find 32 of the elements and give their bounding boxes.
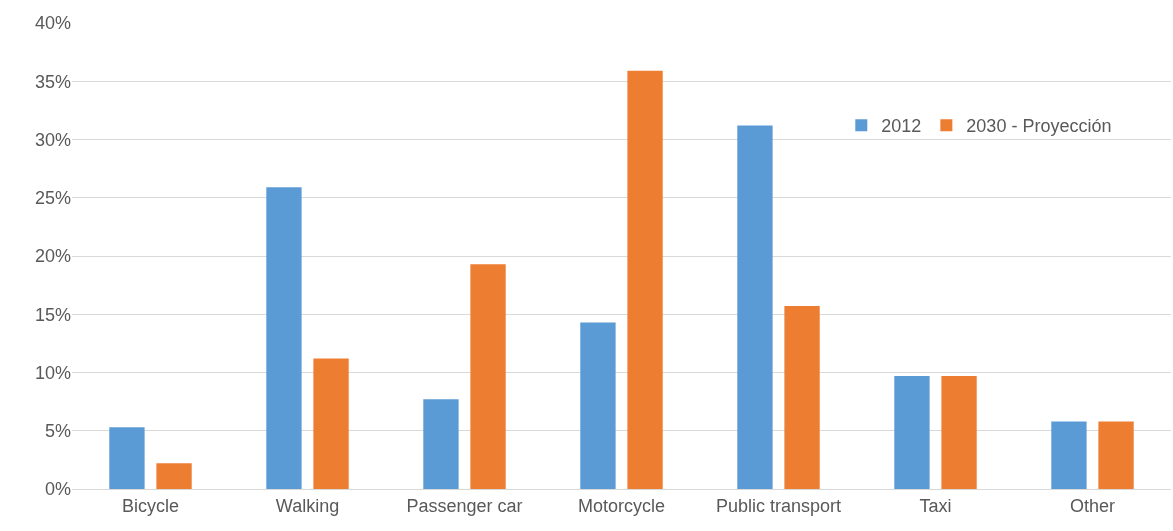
y-tick-label: 40%	[34, 13, 71, 34]
legend-label: 2030 - Proyección	[966, 116, 1112, 137]
bar	[156, 463, 192, 489]
bar	[737, 125, 773, 489]
y-tick-label: 25%	[34, 188, 71, 209]
bar	[313, 358, 349, 489]
bar	[470, 264, 506, 489]
y-tick-label: 0%	[44, 479, 71, 500]
bar	[784, 306, 820, 489]
y-tick-label: 30%	[34, 129, 71, 150]
bar	[580, 322, 616, 489]
bar	[1098, 421, 1134, 489]
x-tick-label: Walking	[275, 495, 340, 516]
x-tick-label: Other	[1069, 495, 1116, 516]
x-tick-label: Public transport	[715, 495, 842, 516]
y-tick-label: 20%	[34, 246, 71, 267]
x-tick-label: Passenger car	[406, 495, 523, 516]
bar	[423, 399, 459, 489]
x-tick-label: Motorcycle	[577, 495, 666, 516]
y-tick-label: 15%	[34, 304, 71, 325]
legend-label: 2012	[881, 116, 922, 137]
x-tick-label: Taxi	[919, 495, 952, 516]
bar	[627, 70, 663, 489]
y-tick-label: 10%	[34, 362, 71, 383]
x-tick-label: Bicycle	[121, 495, 180, 516]
y-tick-label: 5%	[44, 421, 71, 442]
bar	[894, 376, 930, 489]
bar	[266, 187, 302, 489]
bar	[1051, 421, 1087, 489]
y-tick-label: 35%	[34, 71, 71, 92]
bar	[109, 427, 145, 489]
bar	[941, 376, 977, 489]
